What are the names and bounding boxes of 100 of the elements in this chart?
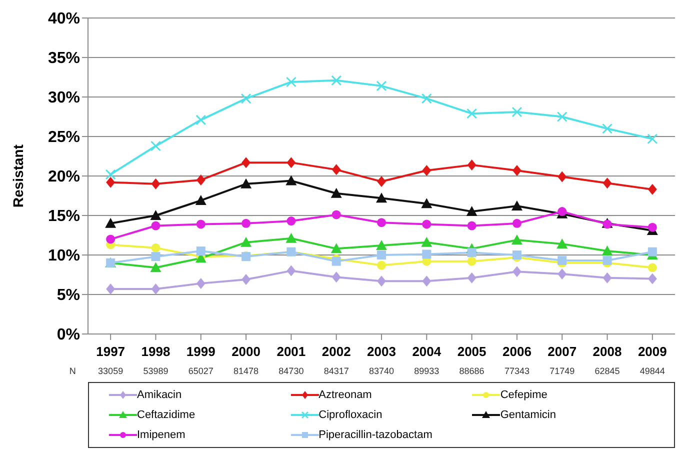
point — [376, 240, 387, 250]
point — [332, 256, 341, 266]
point — [648, 247, 657, 256]
point — [330, 243, 342, 254]
x-tick-label: 1999 — [186, 344, 216, 359]
point — [331, 75, 342, 86]
point — [196, 246, 206, 256]
point — [602, 272, 612, 284]
point — [376, 192, 387, 203]
text: 33059 — [98, 366, 124, 376]
point — [106, 176, 116, 188]
legend-label: Ceftazidime — [137, 409, 196, 421]
point — [195, 194, 206, 205]
point — [105, 169, 116, 180]
point — [330, 188, 342, 198]
y-tick-label: 25% — [48, 129, 80, 146]
text: 88686 — [459, 366, 484, 376]
point — [558, 171, 567, 182]
point — [196, 278, 206, 289]
point — [106, 234, 116, 244]
text: N — [69, 366, 76, 376]
point — [240, 178, 252, 188]
point — [106, 283, 116, 294]
point — [602, 246, 613, 256]
point — [421, 93, 432, 104]
point — [332, 272, 341, 283]
text: 81478 — [234, 366, 259, 376]
legend-label: Ciprofloxacin — [318, 409, 382, 421]
y-tick-label: 5% — [56, 287, 80, 304]
point — [512, 266, 522, 278]
y-tick-label: 35% — [48, 50, 80, 68]
x-tick-label: 2009 — [638, 344, 667, 359]
point — [286, 216, 296, 226]
point — [377, 250, 386, 260]
point — [286, 265, 296, 276]
point — [467, 272, 476, 284]
point — [151, 178, 160, 190]
point — [151, 252, 160, 262]
point — [105, 218, 116, 228]
point — [422, 220, 432, 229]
point — [512, 164, 522, 176]
point — [286, 157, 296, 168]
point — [422, 250, 432, 259]
y-tick-label: 10% — [48, 248, 80, 265]
point — [648, 184, 657, 195]
point — [466, 108, 478, 119]
text: 53989 — [143, 366, 168, 376]
point — [377, 176, 386, 188]
point — [196, 220, 206, 229]
point — [556, 112, 568, 122]
point — [240, 93, 252, 104]
point — [602, 123, 613, 134]
point — [467, 159, 476, 170]
point — [511, 234, 522, 244]
point — [421, 236, 432, 247]
point — [242, 157, 251, 168]
text: 65027 — [188, 366, 214, 376]
point — [286, 232, 297, 243]
text: 77343 — [504, 366, 530, 376]
point — [648, 222, 657, 232]
point — [286, 76, 296, 88]
point — [377, 260, 386, 270]
point — [242, 218, 251, 228]
legend-label: Amikacin — [137, 389, 182, 401]
text: 83740 — [368, 366, 394, 376]
point — [377, 276, 386, 287]
x-tick-label: 1998 — [141, 344, 170, 359]
point — [196, 174, 206, 186]
text: 89933 — [414, 366, 440, 376]
point — [151, 221, 160, 230]
point — [648, 263, 657, 272]
point — [648, 273, 657, 284]
x-tick-label: 2008 — [592, 344, 622, 359]
point — [150, 262, 162, 272]
x-tick-label: 2002 — [322, 344, 351, 359]
point — [512, 106, 522, 118]
point — [512, 250, 522, 260]
point — [332, 164, 341, 176]
point — [150, 210, 162, 220]
point — [511, 200, 522, 211]
point — [377, 218, 386, 228]
text: 71749 — [550, 366, 575, 376]
point — [467, 248, 476, 258]
point — [558, 268, 567, 280]
point — [556, 238, 568, 248]
y-axis-title: Resistant — [10, 144, 26, 208]
y-tick-label: 20% — [48, 168, 80, 186]
y-tick-label: 0% — [56, 326, 80, 344]
point — [286, 175, 297, 186]
point — [151, 283, 160, 294]
y-tick-label: 40% — [48, 10, 80, 28]
legend-label: Imipenem — [137, 429, 186, 441]
point — [376, 80, 387, 92]
point — [150, 140, 161, 152]
point — [466, 206, 478, 216]
x-tick-label: 2004 — [412, 344, 442, 359]
x-tick-label: 2001 — [276, 344, 306, 359]
point — [242, 274, 251, 285]
x-tick-label: 2000 — [232, 344, 260, 359]
point — [196, 114, 206, 126]
